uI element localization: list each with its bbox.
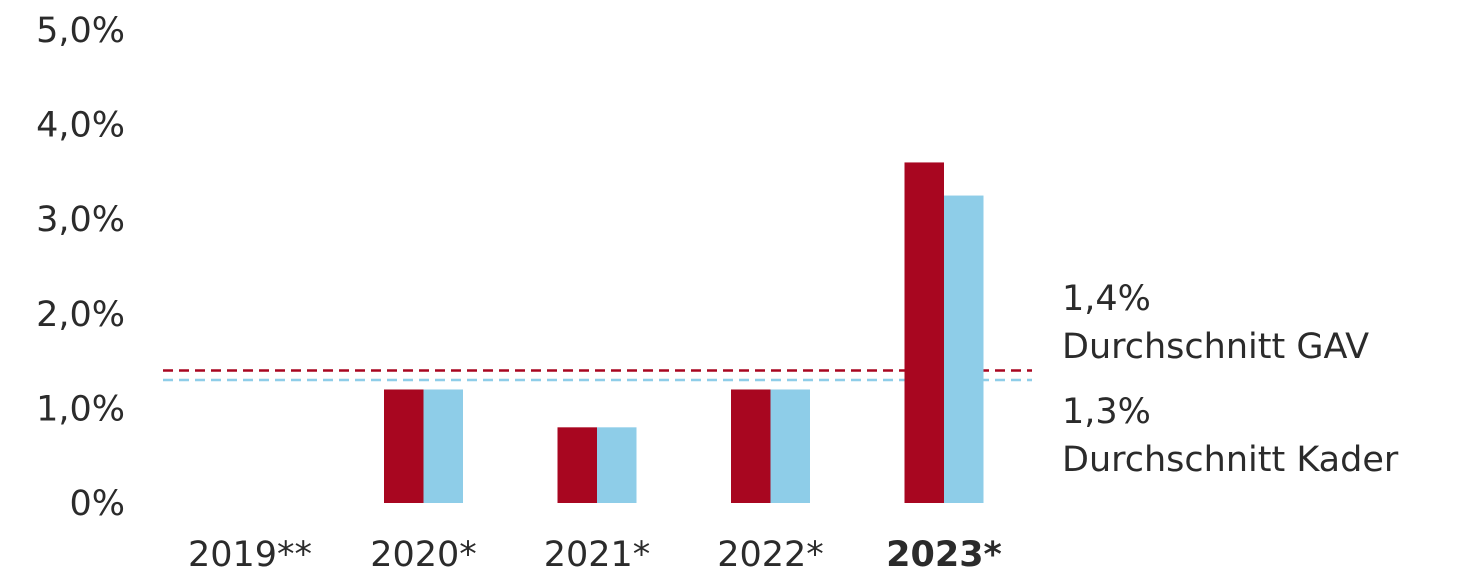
x-tick-label: 2021* (544, 535, 651, 575)
bar-kader (770, 389, 810, 503)
reference-value-label: 1,4% (1062, 279, 1151, 319)
reference-line-labels: 1,4% Durchschnitt GAV 1,3% Durchschnitt Kad… (1062, 279, 1399, 480)
bars (384, 162, 984, 504)
bar-kader (944, 195, 984, 504)
y-tick-label: 2,0% (36, 295, 125, 335)
reference-text-label: Durchschnitt GAV (1062, 327, 1369, 367)
reference-lines (163, 369, 1032, 382)
y-tick-label: 0% (69, 484, 125, 524)
x-tick-label: 2020* (370, 535, 477, 575)
y-tick-label: 4,0% (36, 106, 125, 146)
x-tick-label: 2019** (188, 535, 312, 575)
reference-text-label: Durchschnitt Kader (1062, 440, 1399, 480)
bar-kader (423, 389, 463, 503)
bar-kader (597, 427, 637, 503)
y-tick-label: 3,0% (36, 200, 125, 240)
x-axis: 2019** 2020* 2021* 2022* 2023* (188, 535, 1002, 575)
y-tick-label: 1,0% (36, 389, 125, 429)
x-tick-label: 2022* (717, 535, 824, 575)
bar-gav (904, 162, 944, 503)
x-tick-label: 2023* (886, 535, 1002, 575)
bar-gav (557, 427, 597, 503)
y-axis: 0% 1,0% 2,0% 3,0% 4,0% 5,0% (36, 11, 125, 524)
bar-gav (384, 389, 424, 503)
y-tick-label: 5,0% (36, 11, 125, 51)
reference-value-label: 1,3% (1062, 392, 1151, 432)
bar-gav (731, 389, 771, 503)
